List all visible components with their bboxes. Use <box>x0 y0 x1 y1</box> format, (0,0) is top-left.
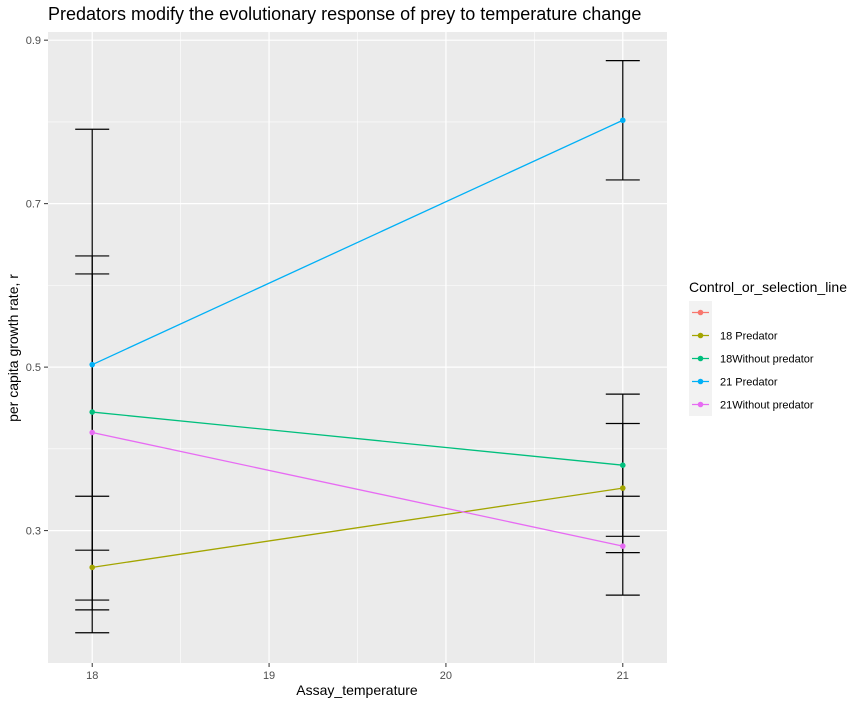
legend-title: Control_or_selection_line <box>689 279 847 295</box>
legend-key-point <box>697 332 704 339</box>
data-point <box>89 564 96 571</box>
y-tick-label: 0.9 <box>26 35 41 47</box>
series-lines <box>91 119 624 569</box>
x-tick-label: 18 <box>86 670 98 682</box>
data-point <box>619 117 626 124</box>
y-axis-title: per capita growth rate, r <box>5 274 21 422</box>
data-point <box>89 409 96 415</box>
data-point <box>89 429 96 436</box>
x-tick-label: 19 <box>263 670 275 682</box>
series-line <box>92 487 623 569</box>
x-axis-title: Assay_temperature <box>296 682 418 698</box>
series-points <box>89 117 626 571</box>
legend-key-point <box>697 401 704 408</box>
data-point <box>619 543 626 549</box>
legend-key-point <box>697 355 704 362</box>
y-tick-label: 0.5 <box>26 362 41 374</box>
series-line <box>92 431 623 547</box>
legend-label: 18 Predator <box>720 331 778 343</box>
legend: Control_or_selection_line 18 Predator 18W… <box>689 279 847 416</box>
legend-key-point <box>697 378 704 385</box>
data-point <box>619 462 626 468</box>
series-line <box>92 411 623 466</box>
x-axis: 18 19 20 21 <box>86 663 629 682</box>
data-point <box>89 361 96 368</box>
y-axis: 0.3 0.5 0.7 0.9 <box>26 35 48 538</box>
x-tick-label: 21 <box>617 670 629 682</box>
y-tick-label: 0.3 <box>26 526 41 538</box>
legend-label: 18Without predator <box>720 354 814 366</box>
y-tick-label: 0.7 <box>26 199 41 211</box>
x-tick-label: 20 <box>440 670 452 682</box>
data-point <box>619 485 626 491</box>
grid-minor <box>48 32 667 663</box>
legend-key-point <box>697 309 704 316</box>
legend-label: 21 Predator <box>720 377 778 389</box>
legend-label: 21Without predator <box>720 400 814 412</box>
series-line <box>91 119 624 366</box>
chart-title: Predators modify the evolutionary respon… <box>48 4 641 24</box>
